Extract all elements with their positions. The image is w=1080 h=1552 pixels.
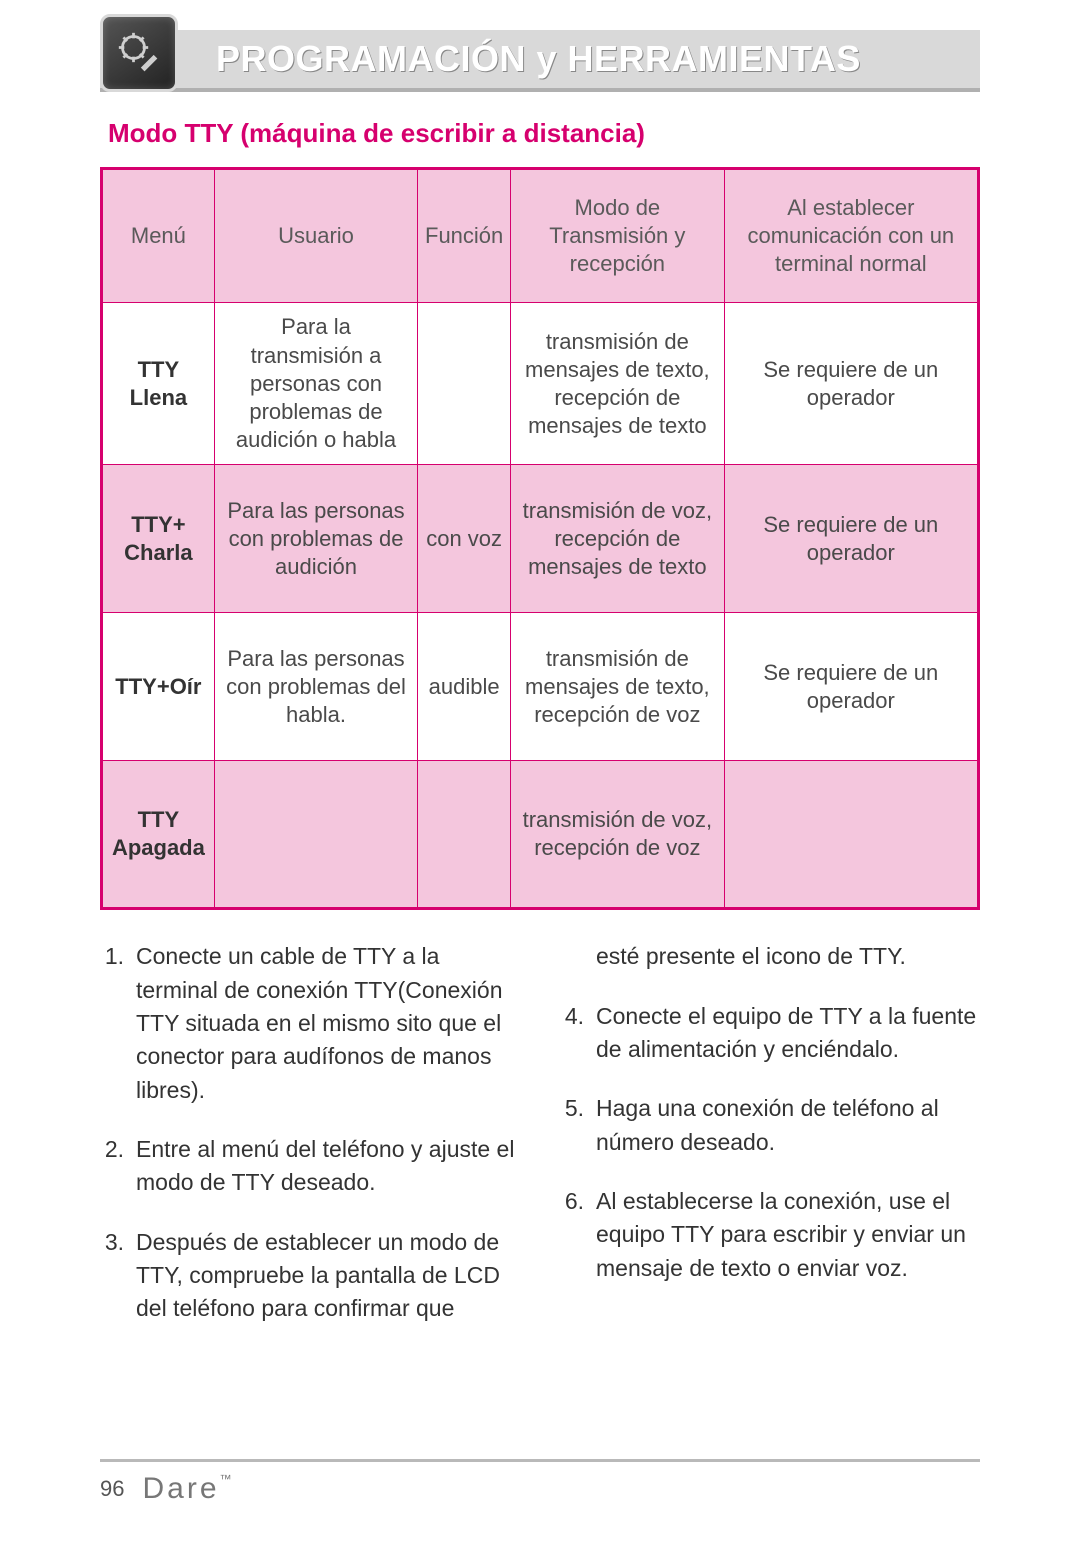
step-number: 5. <box>560 1092 584 1159</box>
step-text: Entre al menú del teléfono y ajuste el m… <box>136 1133 520 1200</box>
gear-tools-icon <box>100 14 178 92</box>
step-text: Después de establecer un modo de TTY, co… <box>136 1226 520 1326</box>
tty-mode-table: Menú Usuario Función Modo de Transmisión… <box>100 167 980 910</box>
cell-usuario: Para las personas con problemas del habl… <box>214 613 417 761</box>
step-text: Conecte un cable de TTY a la terminal de… <box>136 940 520 1107</box>
step-text: Conecte el equipo de TTY a la fuente de … <box>596 1000 980 1067</box>
page-number: 96 <box>100 1476 124 1502</box>
table-row: TTY+OírPara las personas con problemas d… <box>102 613 979 761</box>
steps-right-column: esté presente el icono de TTY. 4.Conecte… <box>560 940 980 1351</box>
col-header-usuario: Usuario <box>214 169 417 303</box>
brand-logo: Dare™ <box>142 1472 234 1506</box>
list-item: 5.Haga una conexión de teléfono al númer… <box>560 1092 980 1159</box>
list-item: 2.Entre al menú del teléfono y ajuste el… <box>100 1133 520 1200</box>
cell-funcion: audible <box>418 613 511 761</box>
step-continuation: esté presente el icono de TTY. <box>560 940 980 973</box>
cell-funcion <box>418 303 511 465</box>
list-item: 6.Al establecerse la conexión, use el eq… <box>560 1185 980 1285</box>
cell-modo: transmisión de mensajes de texto, recepc… <box>511 613 725 761</box>
step-number: 3. <box>100 1226 124 1326</box>
cell-modo: transmisión de mensajes de texto, recepc… <box>511 303 725 465</box>
list-item: 1.Conecte un cable de TTY a la terminal … <box>100 940 520 1107</box>
header-title: PROGRAMACIÓN y HERRAMIENTAS <box>196 38 960 80</box>
cell-usuario: Para la transmisión a personas con probl… <box>214 303 417 465</box>
step-number: 4. <box>560 1000 584 1067</box>
cell-usuario: Para las personas con problemas de audic… <box>214 465 417 613</box>
cell-menu: TTY Apagada <box>102 761 215 909</box>
table-header-row: Menú Usuario Función Modo de Transmisión… <box>102 169 979 303</box>
col-header-comm: Al establecer comunicación con un termin… <box>724 169 978 303</box>
cell-comm: Se requiere de un operador <box>724 303 978 465</box>
page: PROGRAMACIÓN y HERRAMIENTAS Modo TTY (má… <box>0 0 1080 1552</box>
gear-icon <box>117 31 161 75</box>
table-row: TTY+ CharlaPara las personas con problem… <box>102 465 979 613</box>
step-text: Al establecerse la conexión, use el equi… <box>596 1185 980 1285</box>
list-item: 4.Conecte el equipo de TTY a la fuente d… <box>560 1000 980 1067</box>
table-row: TTY Apagada transmisión de voz, recepción… <box>102 761 979 909</box>
cell-comm: Se requiere de un operador <box>724 465 978 613</box>
step-number: 1. <box>100 940 124 1107</box>
cell-comm <box>724 761 978 909</box>
cell-funcion <box>418 761 511 909</box>
cell-funcion: con voz <box>418 465 511 613</box>
cell-modo: transmisión de voz, recepción de mensaje… <box>511 465 725 613</box>
cell-comm: Se requiere de un operador <box>724 613 978 761</box>
step-number: 2. <box>100 1133 124 1200</box>
table-row: TTY LlenaPara la transmisión a personas … <box>102 303 979 465</box>
col-header-funcion: Función <box>418 169 511 303</box>
cell-modo: transmisión de voz, recepción de voz <box>511 761 725 909</box>
cell-usuario <box>214 761 417 909</box>
step-text: Haga una conexión de teléfono al número … <box>596 1092 980 1159</box>
steps-left-column: 1.Conecte un cable de TTY a la terminal … <box>100 940 520 1351</box>
instruction-steps: 1.Conecte un cable de TTY a la terminal … <box>100 940 980 1351</box>
col-header-menu: Menú <box>102 169 215 303</box>
section-title: Modo TTY (máquina de escribir a distanci… <box>108 118 980 149</box>
header-banner: PROGRAMACIÓN y HERRAMIENTAS <box>100 30 980 92</box>
step-number: 6. <box>560 1185 584 1285</box>
page-footer: 96 Dare™ <box>100 1459 980 1506</box>
cell-menu: TTY+Oír <box>102 613 215 761</box>
cell-menu: TTY+ Charla <box>102 465 215 613</box>
col-header-modo: Modo de Transmisión y recepción <box>511 169 725 303</box>
cell-menu: TTY Llena <box>102 303 215 465</box>
list-item: 3.Después de establecer un modo de TTY, … <box>100 1226 520 1326</box>
